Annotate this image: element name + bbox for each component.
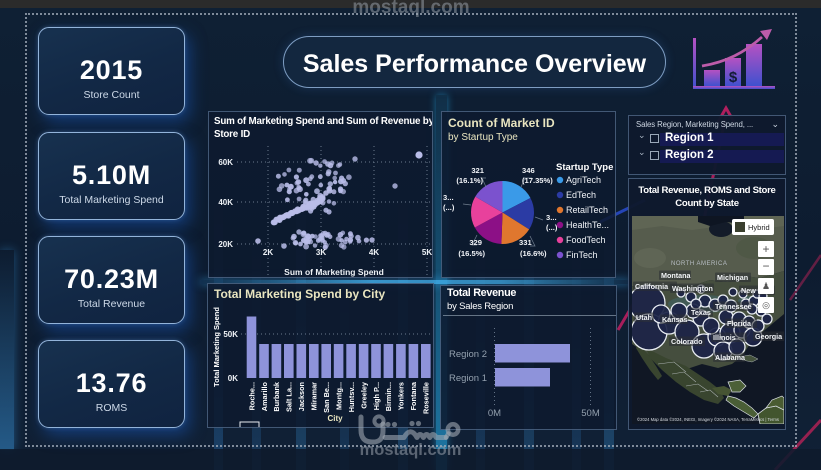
svg-text:(16.6%): (16.6%) bbox=[520, 249, 547, 258]
svg-text:Hybrid: Hybrid bbox=[748, 223, 770, 232]
svg-text:City: City bbox=[327, 414, 343, 423]
svg-text:Alabama: Alabama bbox=[715, 353, 746, 362]
svg-text:Illinois: Illinois bbox=[713, 333, 736, 342]
svg-text:+: + bbox=[762, 242, 769, 256]
svg-text:Greeley: Greeley bbox=[359, 381, 368, 409]
svg-text:Roche...: Roche... bbox=[247, 382, 256, 410]
svg-text:Birmin...: Birmin... bbox=[384, 382, 393, 411]
svg-text:Michigan: Michigan bbox=[717, 273, 748, 282]
svg-text:20K: 20K bbox=[218, 240, 233, 249]
svg-text:Miramar: Miramar bbox=[310, 382, 319, 411]
svg-text:50M: 50M bbox=[581, 408, 600, 419]
svg-text:Jackson: Jackson bbox=[297, 382, 306, 411]
svg-text:Tennessee: Tennessee bbox=[715, 302, 752, 311]
svg-text:2K: 2K bbox=[263, 248, 273, 257]
svg-text:Fontana: Fontana bbox=[409, 381, 418, 410]
svg-text:EdTech: EdTech bbox=[566, 190, 596, 200]
svg-text:FinTech: FinTech bbox=[566, 250, 598, 260]
svg-text:High P...: High P... bbox=[372, 382, 381, 410]
svg-text:♟: ♟ bbox=[762, 281, 770, 291]
svg-text:Florida: Florida bbox=[727, 319, 752, 328]
svg-text:Amarillo: Amarillo bbox=[260, 381, 269, 411]
svg-text:Total Marketing Spend: Total Marketing Spend bbox=[212, 307, 221, 387]
svg-text:©2024 Map data ©2024, INEGI, I: ©2024 Map data ©2024, INEGI, Imagery ©20… bbox=[637, 417, 779, 422]
svg-text:0M: 0M bbox=[488, 408, 501, 419]
svg-text:HealthTe...: HealthTe... bbox=[566, 220, 609, 230]
svg-text:(...): (...) bbox=[443, 203, 455, 212]
svg-text:3...: 3... bbox=[546, 213, 557, 222]
svg-text:Startup Type: Startup Type bbox=[556, 162, 613, 173]
svg-text:0K: 0K bbox=[228, 374, 238, 383]
svg-text:Roseville: Roseville bbox=[422, 382, 431, 414]
svg-text:NORTH AMERICA: NORTH AMERICA bbox=[671, 261, 727, 267]
svg-text:San Be...: San Be... bbox=[322, 382, 331, 413]
svg-text:3K: 3K bbox=[316, 248, 326, 257]
svg-text:Region 2: Region 2 bbox=[449, 349, 487, 360]
svg-text:−: − bbox=[762, 259, 769, 273]
svg-text:Yonkers: Yonkers bbox=[397, 382, 406, 410]
svg-text:Colorado: Colorado bbox=[671, 337, 703, 346]
svg-text:Burbank: Burbank bbox=[272, 381, 281, 412]
svg-text:$: $ bbox=[729, 69, 738, 86]
svg-text:(...): (...) bbox=[546, 223, 558, 232]
svg-text:Utah: Utah bbox=[636, 313, 652, 322]
svg-text:60K: 60K bbox=[218, 158, 233, 167]
svg-text:(17.35%): (17.35%) bbox=[522, 176, 553, 185]
svg-text:50K: 50K bbox=[223, 330, 238, 339]
svg-text:Salt La...: Salt La... bbox=[285, 382, 294, 412]
svg-text:Georgia: Georgia bbox=[755, 332, 783, 341]
svg-text:Montg...: Montg... bbox=[335, 382, 344, 410]
svg-text:Sum of Marketing Spend: Sum of Marketing Spend bbox=[284, 267, 384, 277]
svg-text:Region 1: Region 1 bbox=[449, 373, 487, 384]
svg-text:◎: ◎ bbox=[762, 300, 770, 310]
svg-text:329: 329 bbox=[469, 238, 482, 247]
svg-text:40K: 40K bbox=[218, 198, 233, 207]
svg-text:Texas: Texas bbox=[691, 308, 711, 317]
svg-text:FoodTech: FoodTech bbox=[566, 235, 606, 245]
svg-text:5K: 5K bbox=[422, 248, 432, 257]
svg-text:AgriTech: AgriTech bbox=[566, 175, 601, 185]
svg-text:Kansas: Kansas bbox=[662, 315, 688, 324]
svg-text:New J...: New J... bbox=[741, 286, 768, 295]
svg-text:4K: 4K bbox=[369, 248, 379, 257]
svg-text:Huntsv...: Huntsv... bbox=[347, 382, 356, 412]
svg-text:California: California bbox=[635, 282, 669, 291]
svg-text:(16.1%): (16.1%) bbox=[456, 176, 483, 185]
svg-text:3...: 3... bbox=[443, 193, 454, 202]
svg-text:RetailTech: RetailTech bbox=[566, 205, 608, 215]
svg-text:331: 331 bbox=[519, 238, 532, 247]
svg-text:Montana: Montana bbox=[661, 271, 692, 280]
svg-text:346: 346 bbox=[522, 166, 535, 175]
svg-text:Washington: Washington bbox=[672, 284, 713, 293]
svg-text:(16.5%): (16.5%) bbox=[458, 249, 485, 258]
svg-text:321: 321 bbox=[471, 166, 484, 175]
